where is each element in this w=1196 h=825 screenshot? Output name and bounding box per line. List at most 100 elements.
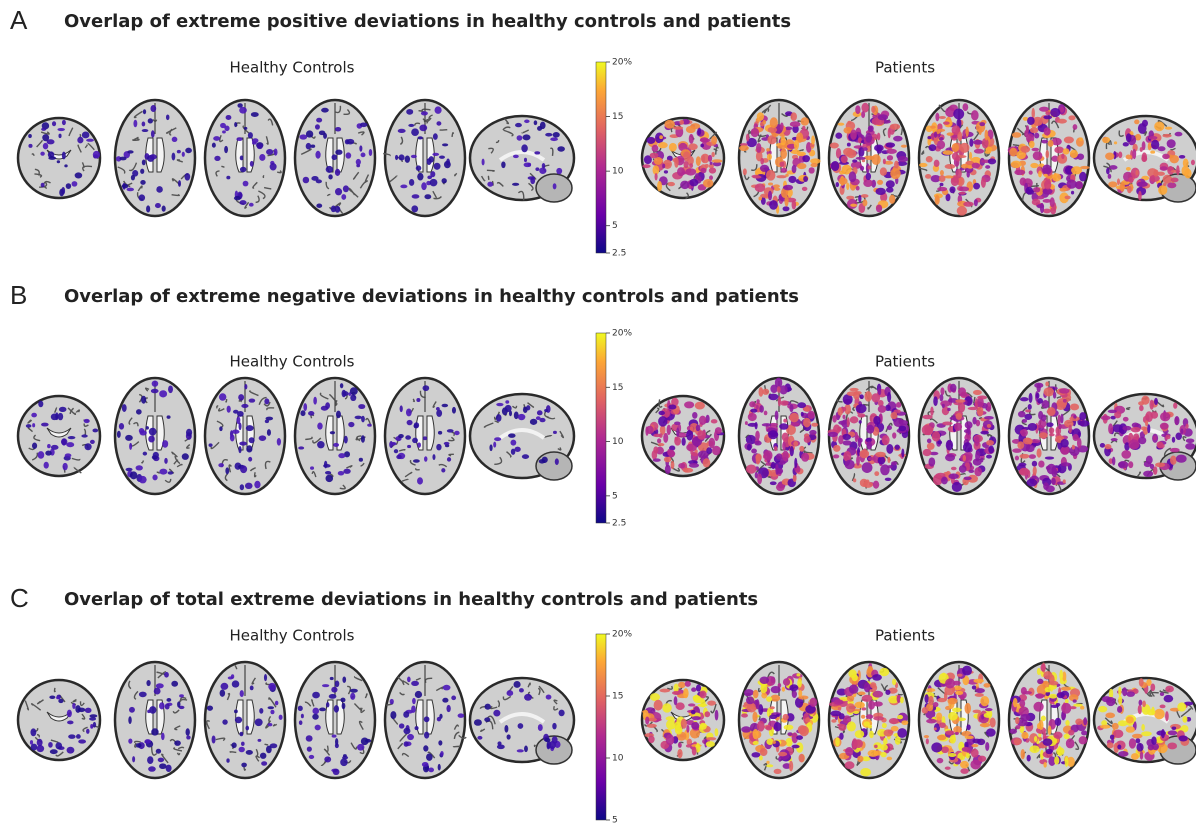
deviation-blob — [533, 120, 538, 126]
deviation-blob — [979, 722, 991, 728]
deviation-blob — [1174, 131, 1183, 137]
sulcus — [171, 193, 180, 197]
deviation-blob — [51, 121, 57, 127]
deviation-blob — [1139, 405, 1144, 412]
deviation-blob — [1027, 422, 1038, 431]
deviation-blob — [136, 409, 142, 415]
deviation-blob — [1011, 132, 1022, 138]
deviation-blob — [496, 402, 504, 407]
deviation-blob — [1130, 753, 1139, 760]
deviation-blob — [646, 723, 657, 728]
deviation-blob — [239, 155, 244, 161]
deviation-blob — [772, 740, 776, 744]
deviation-blob — [339, 383, 344, 389]
sulcus — [173, 747, 183, 752]
deviation-blob — [240, 465, 248, 474]
deviation-blob — [861, 694, 873, 702]
deviation-blob — [145, 426, 149, 430]
deviation-blob — [758, 387, 764, 397]
deviation-blob — [648, 735, 655, 744]
deviation-blob — [976, 406, 984, 417]
deviation-blob — [1042, 730, 1047, 742]
deviation-blob — [941, 746, 949, 754]
deviation-blob — [659, 424, 666, 435]
deviation-blob — [527, 162, 532, 167]
deviation-blob — [964, 421, 973, 429]
group-label: Healthy Controls — [230, 353, 355, 371]
brain-slice — [827, 98, 911, 218]
deviation-blob — [702, 179, 714, 188]
deviation-blob — [132, 756, 136, 763]
deviation-blob — [700, 699, 706, 708]
deviation-blob — [135, 465, 143, 471]
sulcus — [383, 152, 391, 157]
deviation-blob — [1059, 187, 1068, 192]
deviation-blob — [986, 454, 992, 459]
sulcus — [1163, 447, 1172, 456]
deviation-blob — [438, 740, 443, 746]
deviation-blob — [674, 724, 683, 735]
deviation-blob — [1154, 397, 1158, 406]
deviation-blob — [1107, 173, 1112, 179]
deviation-blob — [84, 707, 92, 714]
deviation-blob — [317, 422, 323, 430]
deviation-blob — [343, 468, 351, 474]
colorbar-tick-label: 20% — [612, 329, 632, 339]
sulcus — [36, 699, 44, 705]
deviation-blob — [535, 167, 540, 171]
sulcus — [775, 755, 779, 760]
deviation-blob — [705, 737, 717, 741]
deviation-blob — [1111, 738, 1115, 744]
deviation-blob — [1042, 198, 1052, 203]
sulcus — [388, 175, 398, 183]
ventricle — [46, 711, 72, 722]
sulcus — [918, 167, 928, 172]
deviation-blob — [933, 159, 940, 168]
deviation-blob — [45, 450, 52, 456]
deviation-blob — [315, 179, 322, 184]
deviation-blob — [871, 179, 877, 188]
sulcus — [1074, 741, 1080, 750]
deviation-blob — [222, 719, 228, 725]
deviation-blob — [754, 440, 762, 446]
deviation-blob — [1155, 462, 1166, 468]
deviation-blob — [674, 421, 681, 426]
deviation-blob — [963, 201, 974, 207]
deviation-blob — [747, 422, 758, 427]
deviation-blob — [683, 688, 689, 699]
deviation-blob — [89, 717, 97, 721]
deviation-blob — [852, 478, 857, 483]
deviation-blob — [788, 760, 794, 772]
deviation-blob — [827, 431, 839, 438]
sulcus — [1136, 471, 1142, 477]
deviation-blob — [138, 691, 147, 698]
deviation-blob — [887, 392, 892, 403]
deviation-blob — [965, 160, 975, 166]
deviation-blob — [844, 459, 855, 470]
deviation-blob — [49, 695, 56, 699]
deviation-blob — [38, 400, 44, 408]
deviation-blob — [901, 448, 905, 458]
deviation-blob — [1136, 742, 1144, 752]
deviation-blob — [1040, 715, 1046, 722]
deviation-blob — [1079, 412, 1087, 421]
brain-slice — [203, 376, 287, 496]
brain-slice — [203, 98, 287, 218]
deviation-blob — [246, 445, 253, 453]
colorbar-tick-label: 15 — [612, 383, 623, 393]
sulcus — [360, 462, 365, 467]
deviation-blob — [261, 761, 268, 766]
deviation-blob — [529, 418, 538, 425]
deviation-blob — [31, 442, 38, 449]
deviation-blob — [668, 404, 677, 410]
deviation-blob — [1141, 395, 1150, 405]
deviation-blob — [949, 383, 957, 393]
deviation-blob — [150, 104, 157, 112]
deviation-blob — [1040, 749, 1044, 760]
deviation-blob — [545, 694, 552, 700]
deviation-blob — [539, 167, 547, 174]
deviation-blob — [968, 469, 975, 474]
deviation-blob — [986, 439, 994, 446]
deviation-blob — [686, 443, 697, 452]
deviation-blob — [889, 194, 896, 204]
